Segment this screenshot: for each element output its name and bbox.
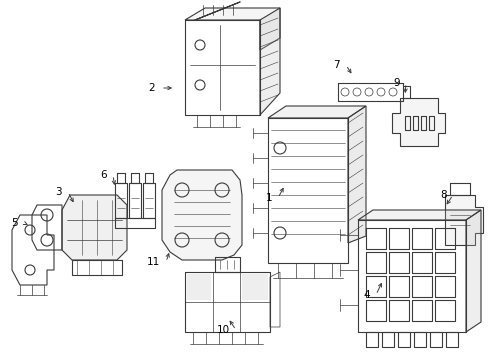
Text: 11: 11 — [147, 257, 160, 267]
Polygon shape — [392, 98, 445, 146]
Text: 1: 1 — [266, 193, 272, 203]
Text: 2: 2 — [148, 83, 155, 93]
Polygon shape — [358, 210, 481, 220]
Polygon shape — [260, 8, 280, 115]
Polygon shape — [268, 106, 366, 118]
Polygon shape — [62, 195, 127, 260]
Text: 10: 10 — [217, 325, 230, 335]
Bar — [187, 274, 211, 300]
Text: 9: 9 — [393, 78, 400, 88]
Text: 7: 7 — [333, 60, 340, 70]
Text: 8: 8 — [441, 190, 447, 200]
Polygon shape — [466, 210, 481, 332]
Text: 5: 5 — [11, 218, 18, 228]
Text: 4: 4 — [364, 290, 370, 300]
Polygon shape — [445, 195, 483, 245]
Polygon shape — [348, 106, 366, 243]
Polygon shape — [185, 8, 280, 50]
Text: 6: 6 — [100, 170, 107, 180]
Text: 3: 3 — [55, 187, 62, 197]
Bar — [242, 274, 268, 300]
Polygon shape — [162, 170, 242, 260]
